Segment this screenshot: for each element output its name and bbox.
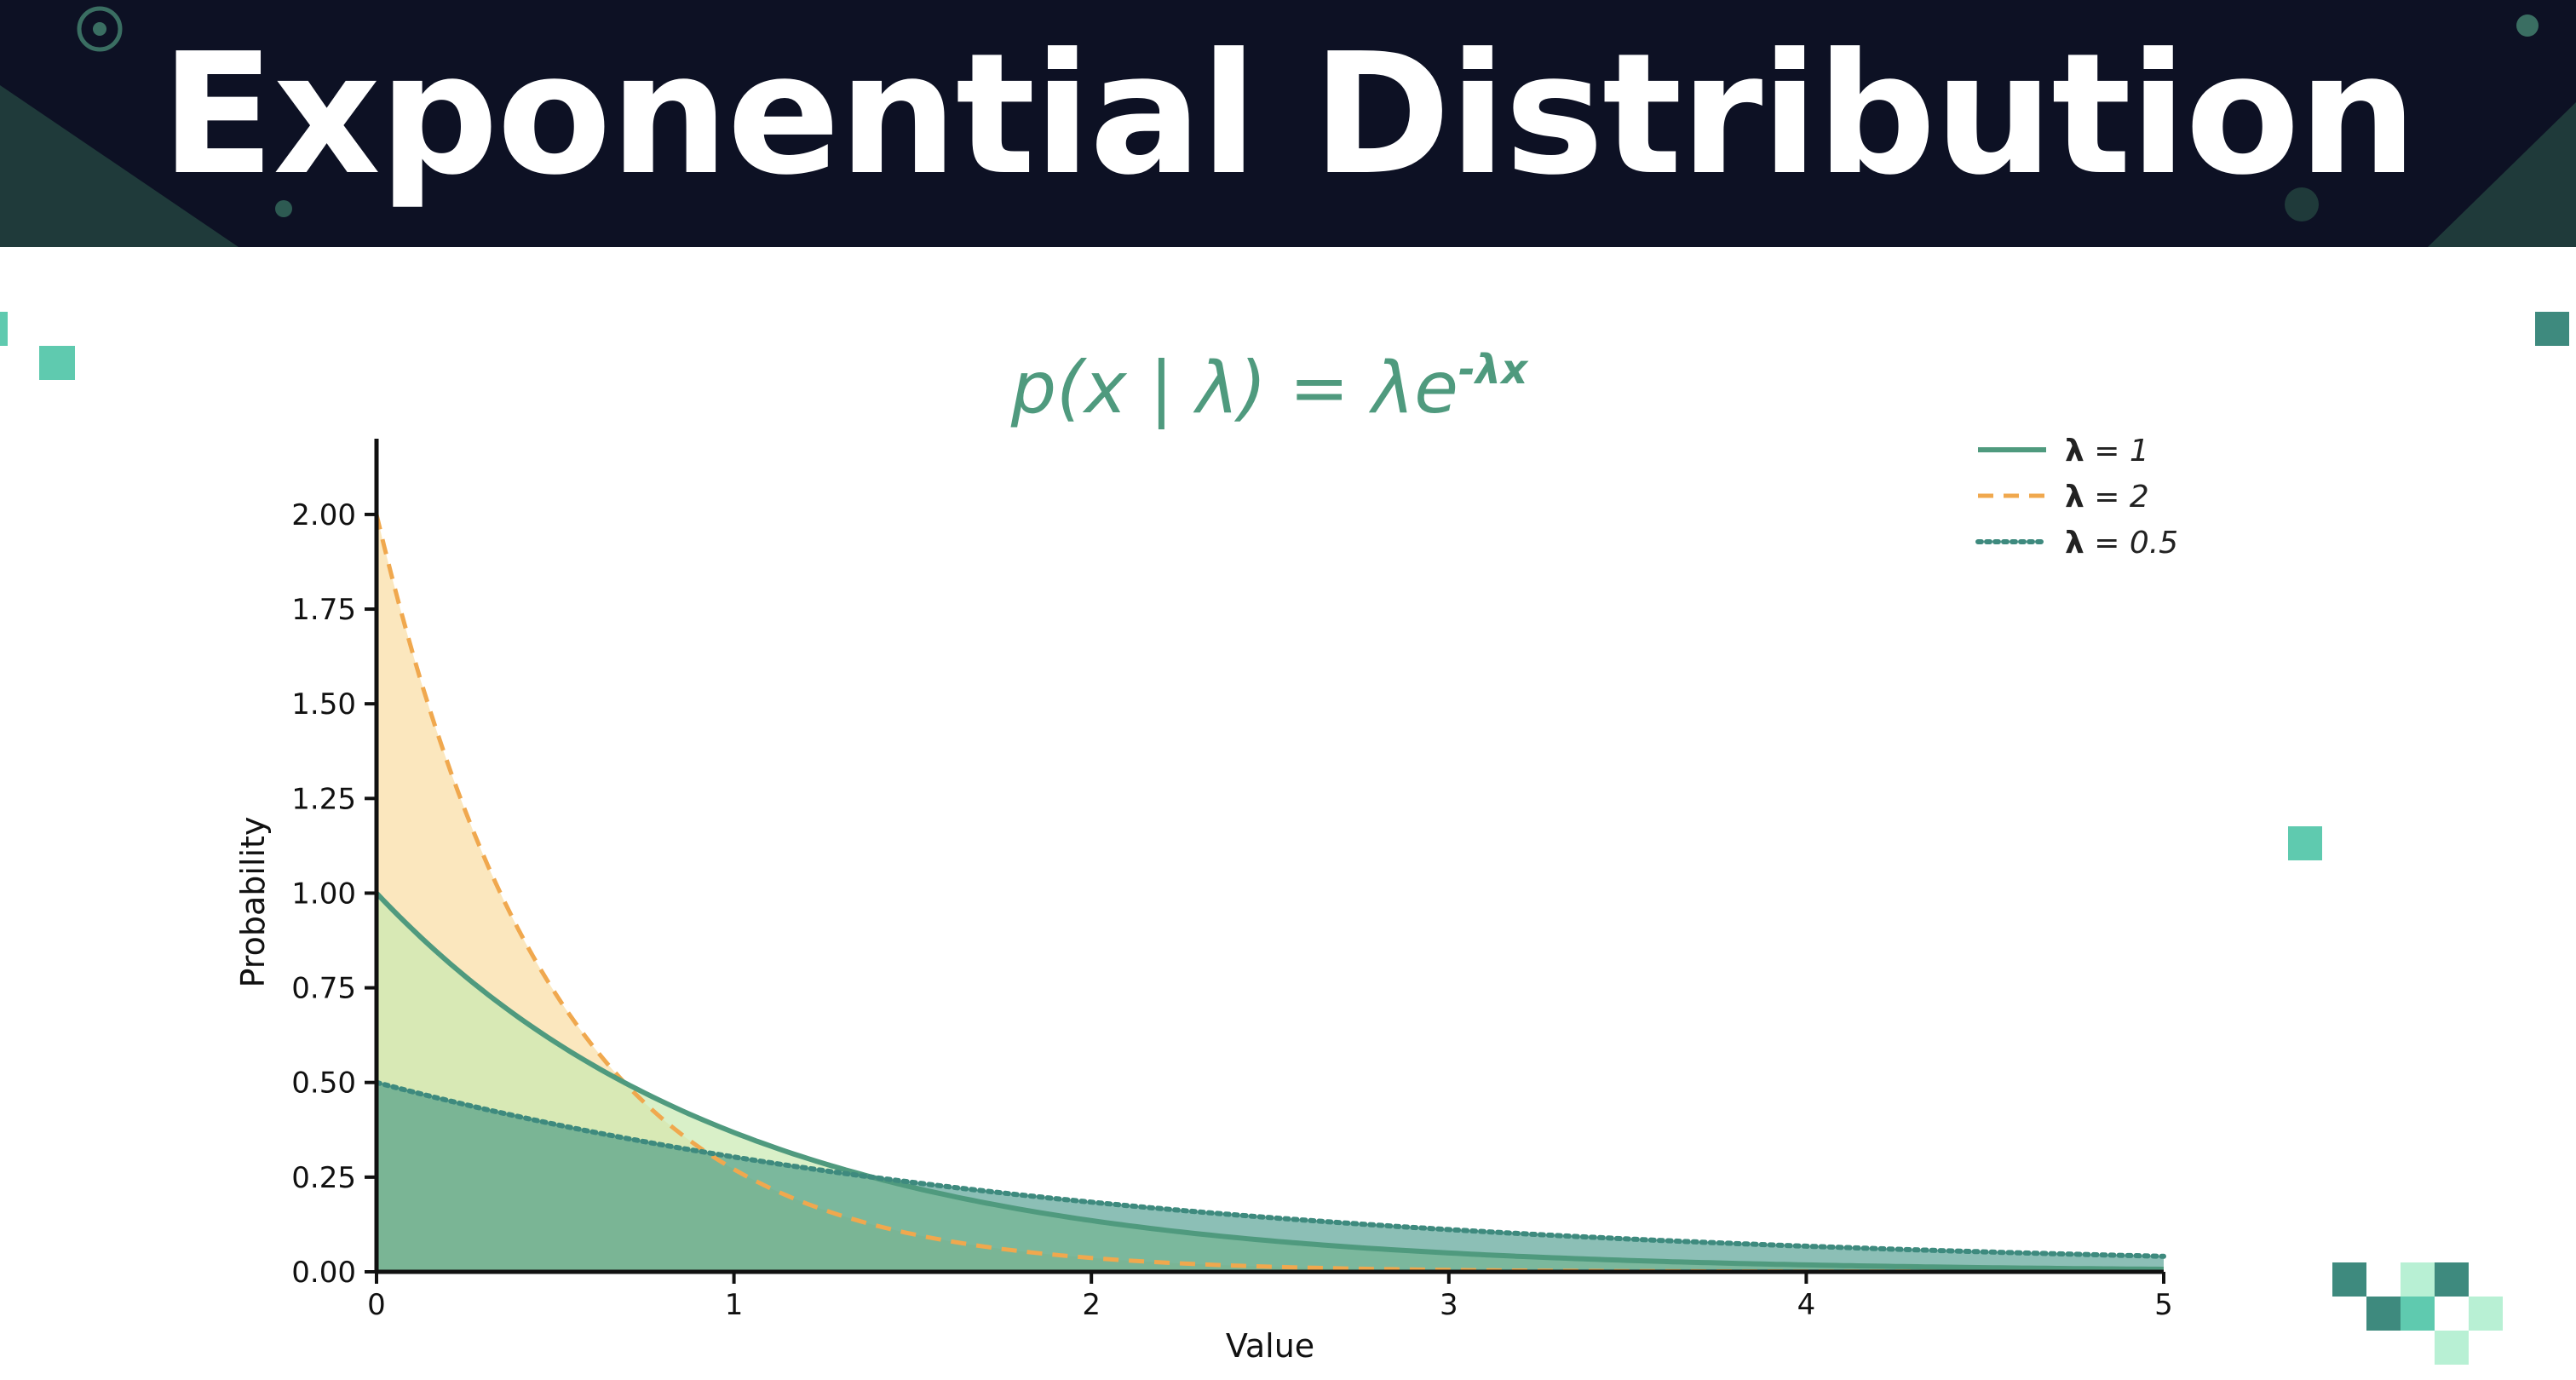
series-lines <box>374 514 2166 1274</box>
deco-pixel-cluster <box>2332 1262 2503 1365</box>
x-tick-label: 5 <box>2154 1288 2173 1322</box>
page-title: Exponential Distribution <box>160 18 2418 212</box>
deco-square-left <box>39 346 75 380</box>
y-tick-label: 0.50 <box>291 1067 356 1101</box>
y-tick-label: 0.00 <box>291 1256 356 1290</box>
x-tick-label: 2 <box>1082 1288 1101 1322</box>
banner-ring-dot <box>93 22 106 36</box>
y-tick-label: 0.25 <box>291 1161 356 1195</box>
legend-label: λ = 0.5 <box>2065 526 2178 561</box>
y-tick-label: 1.25 <box>291 782 356 816</box>
legend-item: λ = 0.5 <box>1975 526 2178 561</box>
banner-ring-icon <box>77 6 123 52</box>
banner-decor <box>0 6 2576 247</box>
deco-square-right-mid <box>2288 826 2322 860</box>
legend-label: λ = 2 <box>2065 480 2149 515</box>
line-dashed <box>374 514 2164 1274</box>
deco-square-right-top <box>2535 312 2569 346</box>
x-axis-label: Value <box>1226 1327 1314 1365</box>
legend-value: = 2 <box>2084 480 2149 515</box>
y-tick-label: 1.50 <box>291 687 356 722</box>
axes: 0 1 2 3 4 5 0.00 0.25 0.50 0.75 1.00 1.25 1.50 1.75 2.… <box>234 439 2173 1365</box>
deco-square-left-edge <box>0 312 8 346</box>
legend: λ = 1λ = 2λ = 0.5 <box>1975 434 2178 561</box>
legend-item: λ = 1 <box>1978 434 2149 469</box>
title-banner: Exponential Distribution <box>0 0 2576 247</box>
x-tick-label: 3 <box>1440 1288 1458 1322</box>
legend-symbol: λ <box>2065 434 2084 469</box>
y-tick-label: 1.00 <box>291 877 356 911</box>
x-tick-label: 1 <box>725 1288 744 1322</box>
banner-left-triangle <box>0 85 239 247</box>
x-tick-label: 4 <box>1797 1288 1816 1322</box>
x-tick-label: 0 <box>367 1288 386 1322</box>
banner-dot-right <box>2516 14 2539 37</box>
y-tick-label: 1.75 <box>291 593 356 627</box>
line-solid <box>374 891 2165 1272</box>
banner-right-triangle <box>2428 102 2576 247</box>
y-tick-label: 2.00 <box>291 498 356 532</box>
legend-item: λ = 2 <box>1978 480 2149 515</box>
legend-symbol: λ <box>2065 480 2084 515</box>
y-axis-label: Probability <box>234 817 272 988</box>
legend-label: λ = 1 <box>2065 434 2149 469</box>
formula-main: p(x | λ) = λe <box>1010 346 1458 429</box>
banner-dot-small <box>275 200 292 217</box>
formula-exponent: -λx <box>1458 346 1529 394</box>
line-dotted <box>374 1079 2166 1259</box>
legend-value: = 1 <box>2084 434 2149 469</box>
area-dotted <box>377 1082 2164 1272</box>
legend-value: = 0.5 <box>2084 526 2178 561</box>
series-areas <box>377 514 2164 1272</box>
legend-symbol: λ <box>2065 526 2084 561</box>
y-tick-label: 0.75 <box>291 972 356 1006</box>
banner-dot-large <box>2285 187 2319 221</box>
formula: p(x | λ) = λe-λx <box>1010 346 1529 429</box>
